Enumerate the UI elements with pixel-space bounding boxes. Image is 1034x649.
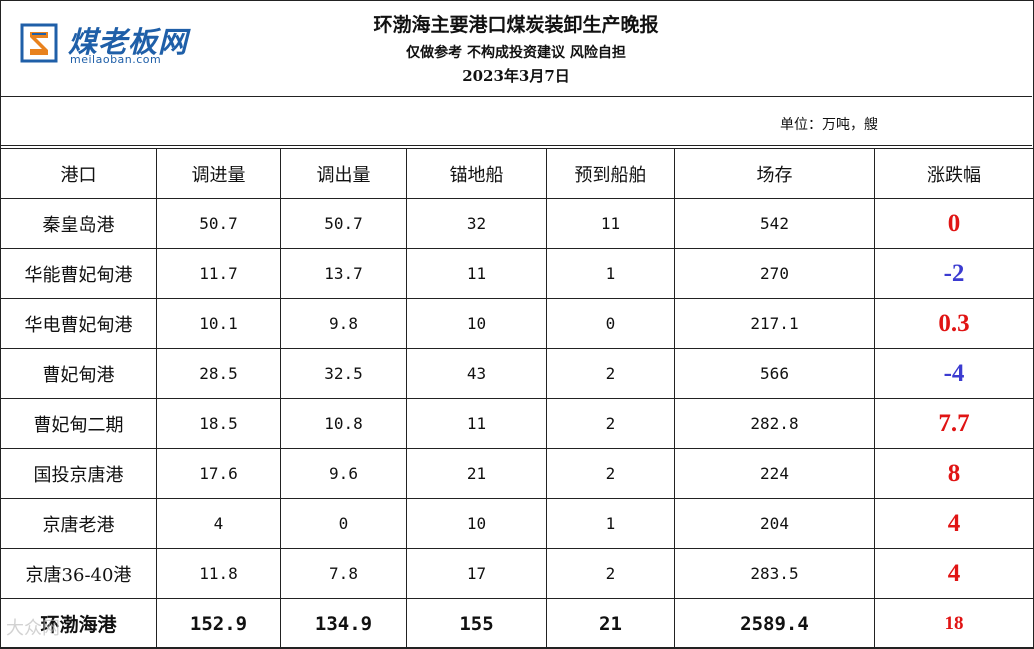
out-cell: 32.5 — [280, 348, 407, 399]
anchor-cell: 43 — [406, 348, 547, 399]
anchor-cell: 10 — [406, 498, 547, 549]
table-row: 京唐36-40港 11.8 7.8 17 2 283.5 4 — [0, 548, 1034, 599]
out-cell: 0 — [280, 498, 407, 549]
anchor-cell: 21 — [406, 448, 547, 499]
column-header: 预到船舶 — [546, 148, 675, 199]
in-cell: 17.6 — [156, 448, 281, 499]
column-header: 港口 — [0, 148, 157, 199]
anchor-cell: 10 — [406, 298, 547, 349]
change-cell: 4 — [874, 498, 1034, 549]
in-cell: 11.7 — [156, 248, 281, 299]
unit-band — [0, 97, 1032, 146]
port-name-cell: 曹妃甸二期 — [0, 398, 157, 449]
column-header: 调进量 — [156, 148, 281, 199]
port-name-cell: 秦皇岛港 — [0, 198, 157, 249]
expected-cell: 0 — [546, 298, 675, 349]
table-row: 曹妃甸港 28.5 32.5 43 2 566 -4 — [0, 348, 1034, 399]
column-header: 调出量 — [280, 148, 407, 199]
stock-cell: 270 — [674, 248, 875, 299]
total-row: 环渤海港 152.9 134.9 155 21 2589.4 18 — [0, 598, 1034, 649]
port-name-cell: 国投京唐港 — [0, 448, 157, 499]
expected-cell: 11 — [546, 198, 675, 249]
change-cell: 0.3 — [874, 298, 1034, 349]
out-cell: 9.8 — [280, 298, 407, 349]
change-cell: 0 — [874, 198, 1034, 249]
change-cell: 8 — [874, 448, 1034, 499]
stock-cell: 282.8 — [674, 398, 875, 449]
unit-label: 单位：万吨，艘 — [780, 117, 878, 133]
in-cell: 152.9 — [156, 598, 281, 649]
page-title: 环渤海主要港口煤炭装卸生产晚报 — [373, 14, 659, 36]
anchor-cell: 155 — [406, 598, 547, 649]
change-cell: -2 — [874, 248, 1034, 299]
out-cell: 7.8 — [280, 548, 407, 599]
logo-url: meilaoban.com — [70, 53, 162, 66]
in-cell: 28.5 — [156, 348, 281, 399]
stock-cell: 224 — [674, 448, 875, 499]
port-name-cell: 华能曹妃甸港 — [0, 248, 157, 299]
table-row: 华能曹妃甸港 11.7 13.7 11 1 270 -2 — [0, 248, 1034, 299]
in-cell: 50.7 — [156, 198, 281, 249]
change-cell: 18 — [874, 598, 1034, 649]
watermark: 大众网 — [6, 618, 60, 639]
in-cell: 4 — [156, 498, 281, 549]
port-name-cell: 曹妃甸港 — [0, 348, 157, 399]
stock-cell: 2589.4 — [674, 598, 875, 649]
table-row: 秦皇岛港 50.7 50.7 32 11 542 0 — [0, 198, 1034, 249]
stock-cell: 542 — [674, 198, 875, 249]
anchor-cell: 17 — [406, 548, 547, 599]
port-name-cell: 京唐老港 — [0, 498, 157, 549]
expected-cell: 1 — [546, 248, 675, 299]
table-row: 京唐老港 4 0 10 1 204 4 — [0, 498, 1034, 549]
column-header: 涨跌幅 — [874, 148, 1034, 199]
out-cell: 9.6 — [280, 448, 407, 499]
logo: 煤老板网 meilaoban.com — [20, 22, 220, 68]
in-cell: 11.8 — [156, 548, 281, 599]
report-date: 2023年3月7日 — [462, 67, 570, 85]
expected-cell: 1 — [546, 498, 675, 549]
logo-name: 煤老板网 — [68, 25, 189, 59]
table-row: 曹妃甸二期 18.5 10.8 11 2 282.8 7.7 — [0, 398, 1034, 449]
stock-cell: 217.1 — [674, 298, 875, 349]
logo-mark-icon — [20, 23, 58, 63]
port-name-cell: 京唐36-40港 — [0, 548, 157, 599]
in-cell: 18.5 — [156, 398, 281, 449]
expected-cell: 21 — [546, 598, 675, 649]
report-header: 煤老板网 meilaoban.com 环渤海主要港口煤炭装卸生产晚报 仅做参考 … — [0, 0, 1032, 97]
anchor-cell: 11 — [406, 248, 547, 299]
change-cell: 7.7 — [874, 398, 1034, 449]
anchor-cell: 11 — [406, 398, 547, 449]
stock-cell: 283.5 — [674, 548, 875, 599]
change-cell: -4 — [874, 348, 1034, 399]
stock-cell: 566 — [674, 348, 875, 399]
expected-cell: 2 — [546, 398, 675, 449]
out-cell: 50.7 — [280, 198, 407, 249]
column-header: 场存 — [674, 148, 875, 199]
expected-cell: 2 — [546, 348, 675, 399]
out-cell: 10.8 — [280, 398, 407, 449]
table-header-row: 港口 调进量 调出量 锚地船 预到船舶 场存 涨跌幅 — [0, 148, 1034, 199]
anchor-cell: 32 — [406, 198, 547, 249]
change-cell: 4 — [874, 548, 1034, 599]
table-row: 国投京唐港 17.6 9.6 21 2 224 8 — [0, 448, 1034, 499]
column-header: 锚地船 — [406, 148, 547, 199]
stock-cell: 204 — [674, 498, 875, 549]
expected-cell: 2 — [546, 448, 675, 499]
out-cell: 13.7 — [280, 248, 407, 299]
port-data-table: 港口 调进量 调出量 锚地船 预到船舶 场存 涨跌幅 秦皇岛港 50.7 50.7 3… — [0, 148, 1034, 649]
disclaimer: 仅做参考 不构成投资建议 风险自担 — [406, 45, 626, 61]
port-name-cell: 华电曹妃甸港 — [0, 298, 157, 349]
out-cell: 134.9 — [280, 598, 407, 649]
expected-cell: 2 — [546, 548, 675, 599]
table-row: 华电曹妃甸港 10.1 9.8 10 0 217.1 0.3 — [0, 298, 1034, 349]
in-cell: 10.1 — [156, 298, 281, 349]
